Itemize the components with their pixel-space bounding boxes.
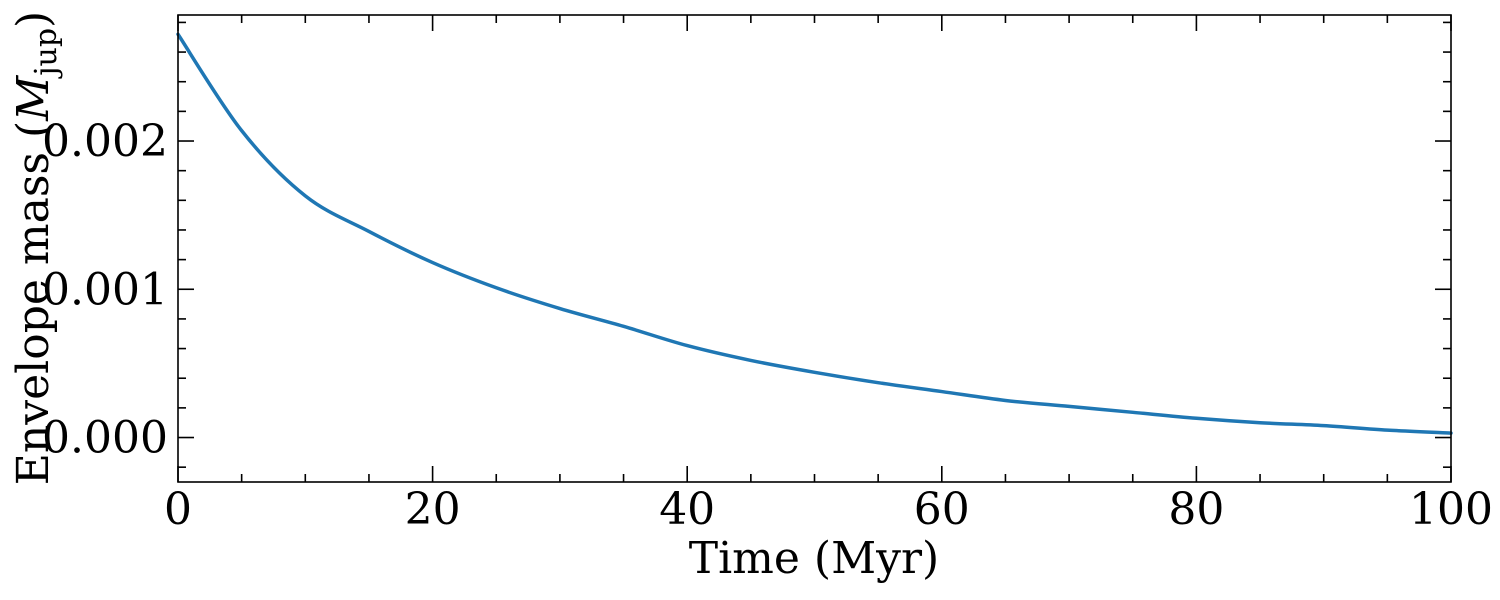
x-axis-title: Time (Myr)	[689, 533, 939, 584]
ticks-layer	[177, 15, 1452, 482]
y-tick-label: 0.000	[42, 413, 168, 464]
plot-frame	[177, 14, 1452, 483]
x-tick-label: 20	[405, 484, 461, 535]
x-tick-label: 80	[1168, 484, 1224, 535]
series-line	[176, 32, 1453, 435]
y-axis-title-prefix: Envelope mass (	[8, 121, 59, 485]
x-tick-label: 60	[914, 484, 970, 535]
x-tick-label: 40	[659, 484, 715, 535]
y-axis-title-suffix: )	[8, 11, 59, 28]
x-tick-label: 100	[1409, 484, 1493, 535]
tick-labels-layer: 0 20 40 60 80 100 0.000 0.001 0.002	[42, 116, 1493, 535]
y-axis-title: Envelope mass (Mjup)	[8, 11, 64, 485]
y-tick-label: 0.001	[42, 264, 168, 315]
y-axis-title-symbol: M	[8, 75, 59, 122]
y-tick-label: 0.002	[42, 116, 168, 167]
y-axis-title-subscript: jup	[29, 28, 64, 79]
x-tick-label: 0	[164, 484, 192, 535]
